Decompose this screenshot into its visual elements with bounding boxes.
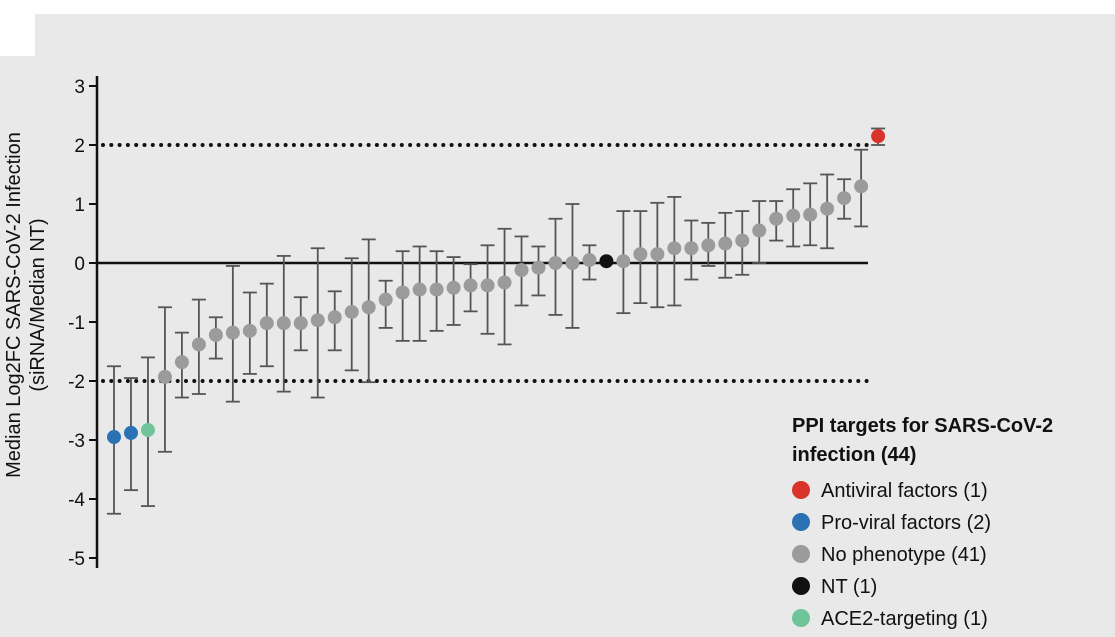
data-point-none — [293, 316, 308, 331]
data-point-none — [752, 223, 767, 238]
data-point-none — [837, 191, 852, 206]
y-axis-label: Median Log2FC SARS-CoV-2 Infection (siRN… — [3, 132, 49, 478]
data-point-none — [803, 207, 818, 222]
data-point-none — [548, 256, 563, 270]
y-axis-label-line-2: (siRNA/Median NT) — [27, 218, 49, 391]
data-point-none — [429, 282, 444, 297]
top-left-white-block — [0, 14, 35, 56]
y-tick-label: 1 — [74, 195, 85, 216]
data-point-none — [446, 280, 461, 295]
chart-background — [0, 14, 1115, 637]
legend-title-line-1: PPI targets for SARS-CoV-2 — [792, 415, 1053, 437]
y-tick-label: -3 — [68, 431, 85, 452]
data-point-none — [735, 233, 750, 248]
legend-entry: Pro-viral factors (2) — [792, 512, 991, 534]
legend-swatch — [792, 513, 810, 531]
data-point-none — [497, 275, 512, 290]
reference-lines — [97, 143, 870, 383]
legend-swatch — [792, 577, 810, 595]
y-axis-label-line-1: Median Log2FC SARS-CoV-2 Infection — [3, 132, 25, 478]
legend: PPI targets for SARS-CoV-2 infection (44… — [792, 415, 1053, 630]
data-point-none — [769, 211, 784, 226]
legend-swatch — [792, 481, 810, 499]
data-point-none — [412, 282, 427, 297]
y-tick-label: 3 — [74, 77, 85, 98]
y-tick-label: -2 — [68, 372, 85, 393]
data-point-none — [786, 208, 801, 223]
data-point-ace2 — [140, 422, 155, 437]
data-point-none — [310, 313, 325, 328]
legend-label: Antiviral factors (1) — [821, 480, 988, 502]
data-point-none — [633, 247, 648, 262]
data-point-none — [395, 285, 410, 300]
data-point-none — [565, 256, 580, 270]
y-tick-label: 0 — [74, 254, 85, 275]
legend-entry: NT (1) — [792, 576, 877, 598]
data-point-none — [259, 316, 274, 331]
y-tick-label: 2 — [74, 136, 85, 157]
data-point-none — [378, 292, 393, 307]
data-point-none — [327, 310, 342, 325]
legend-label: NT (1) — [821, 576, 877, 598]
data-point-none — [463, 278, 478, 293]
data-point-none — [157, 369, 172, 384]
data-point-none — [514, 263, 529, 278]
data-point-none — [718, 236, 733, 251]
data-point-proviral — [123, 425, 138, 440]
data-point-none — [582, 253, 597, 268]
data-point-proviral — [107, 430, 121, 445]
legend-label: ACE2-targeting (1) — [821, 608, 988, 630]
data-point-none — [225, 325, 240, 340]
legend-entry: ACE2-targeting (1) — [792, 608, 988, 630]
legend-label: Pro-viral factors (2) — [821, 512, 991, 534]
y-tick-label: -5 — [68, 549, 85, 570]
y-tick-label: -1 — [68, 313, 85, 334]
data-point-none — [531, 260, 546, 275]
legend-swatch — [792, 545, 810, 563]
data-point-antiviral — [871, 129, 886, 144]
data-point-none — [191, 337, 206, 352]
data-point-none — [344, 304, 359, 319]
data-point-none — [820, 201, 835, 216]
data-point-none — [650, 247, 665, 262]
data-points — [107, 129, 886, 445]
data-point-none — [854, 179, 869, 194]
data-point-none — [276, 316, 291, 331]
data-point-none — [480, 278, 495, 293]
data-point-nt — [599, 254, 614, 269]
legend-label: No phenotype (41) — [821, 544, 987, 566]
y-tick-label: -4 — [68, 490, 85, 511]
data-point-none — [174, 355, 189, 370]
data-point-none — [616, 254, 631, 269]
legend-title-line-2: infection (44) — [792, 444, 916, 466]
data-point-none — [684, 241, 699, 256]
data-point-none — [361, 300, 376, 315]
data-point-none — [667, 241, 682, 256]
data-point-none — [701, 238, 716, 253]
legend-swatch — [792, 609, 810, 627]
legend-entry: No phenotype (41) — [792, 544, 987, 566]
y-axis: 3 2 1 0 -1 -2 -3 -4 -5 — [68, 76, 99, 570]
legend-entry: Antiviral factors (1) — [792, 480, 988, 502]
data-point-none — [242, 323, 257, 338]
data-point-none — [208, 327, 223, 342]
